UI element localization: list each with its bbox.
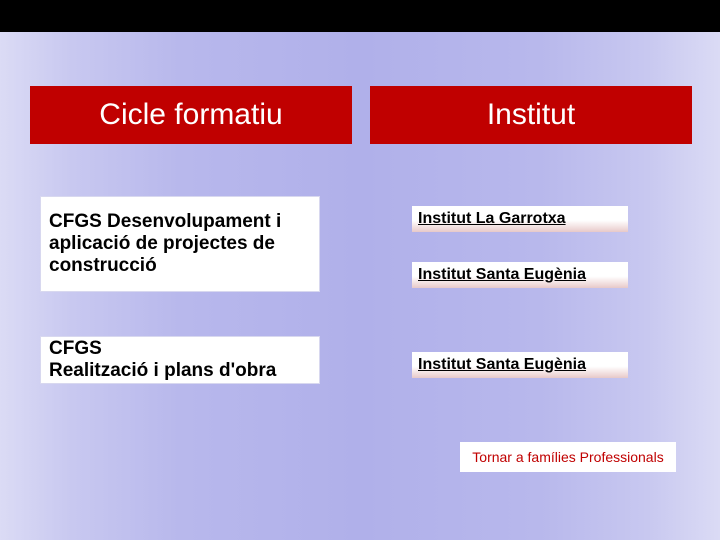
top-black-strip [0,0,720,32]
institut-2-text: Institut Santa Eugènia [418,266,586,284]
header-institut-label: Institut [487,98,575,132]
cicle-2-text: CFGS Realització i plans d'obra [49,338,276,382]
slide: Cicle formatiu Institut CFGS Desenvolupa… [0,0,720,540]
cicle-box-2: CFGS Realització i plans d'obra [40,336,320,384]
header-row: Cicle formatiu Institut [30,86,692,144]
institut-link-3[interactable]: Institut Santa Eugènia [412,352,628,378]
institut-1-text: Institut La Garrotxa [418,210,566,228]
return-link-text: Tornar a famílies Professionals [472,449,663,465]
cicle-1-text: CFGS Desenvolupament i aplicació de proj… [49,211,311,277]
header-institut: Institut [370,86,692,144]
header-cicle-formatiu: Cicle formatiu [30,86,352,144]
institut-link-1[interactable]: Institut La Garrotxa [412,206,628,232]
header-cicle-label: Cicle formatiu [99,98,282,132]
institut-3-text: Institut Santa Eugènia [418,356,586,374]
institut-link-2[interactable]: Institut Santa Eugènia [412,262,628,288]
cicle-box-1: CFGS Desenvolupament i aplicació de proj… [40,196,320,292]
return-link[interactable]: Tornar a famílies Professionals [460,442,676,472]
